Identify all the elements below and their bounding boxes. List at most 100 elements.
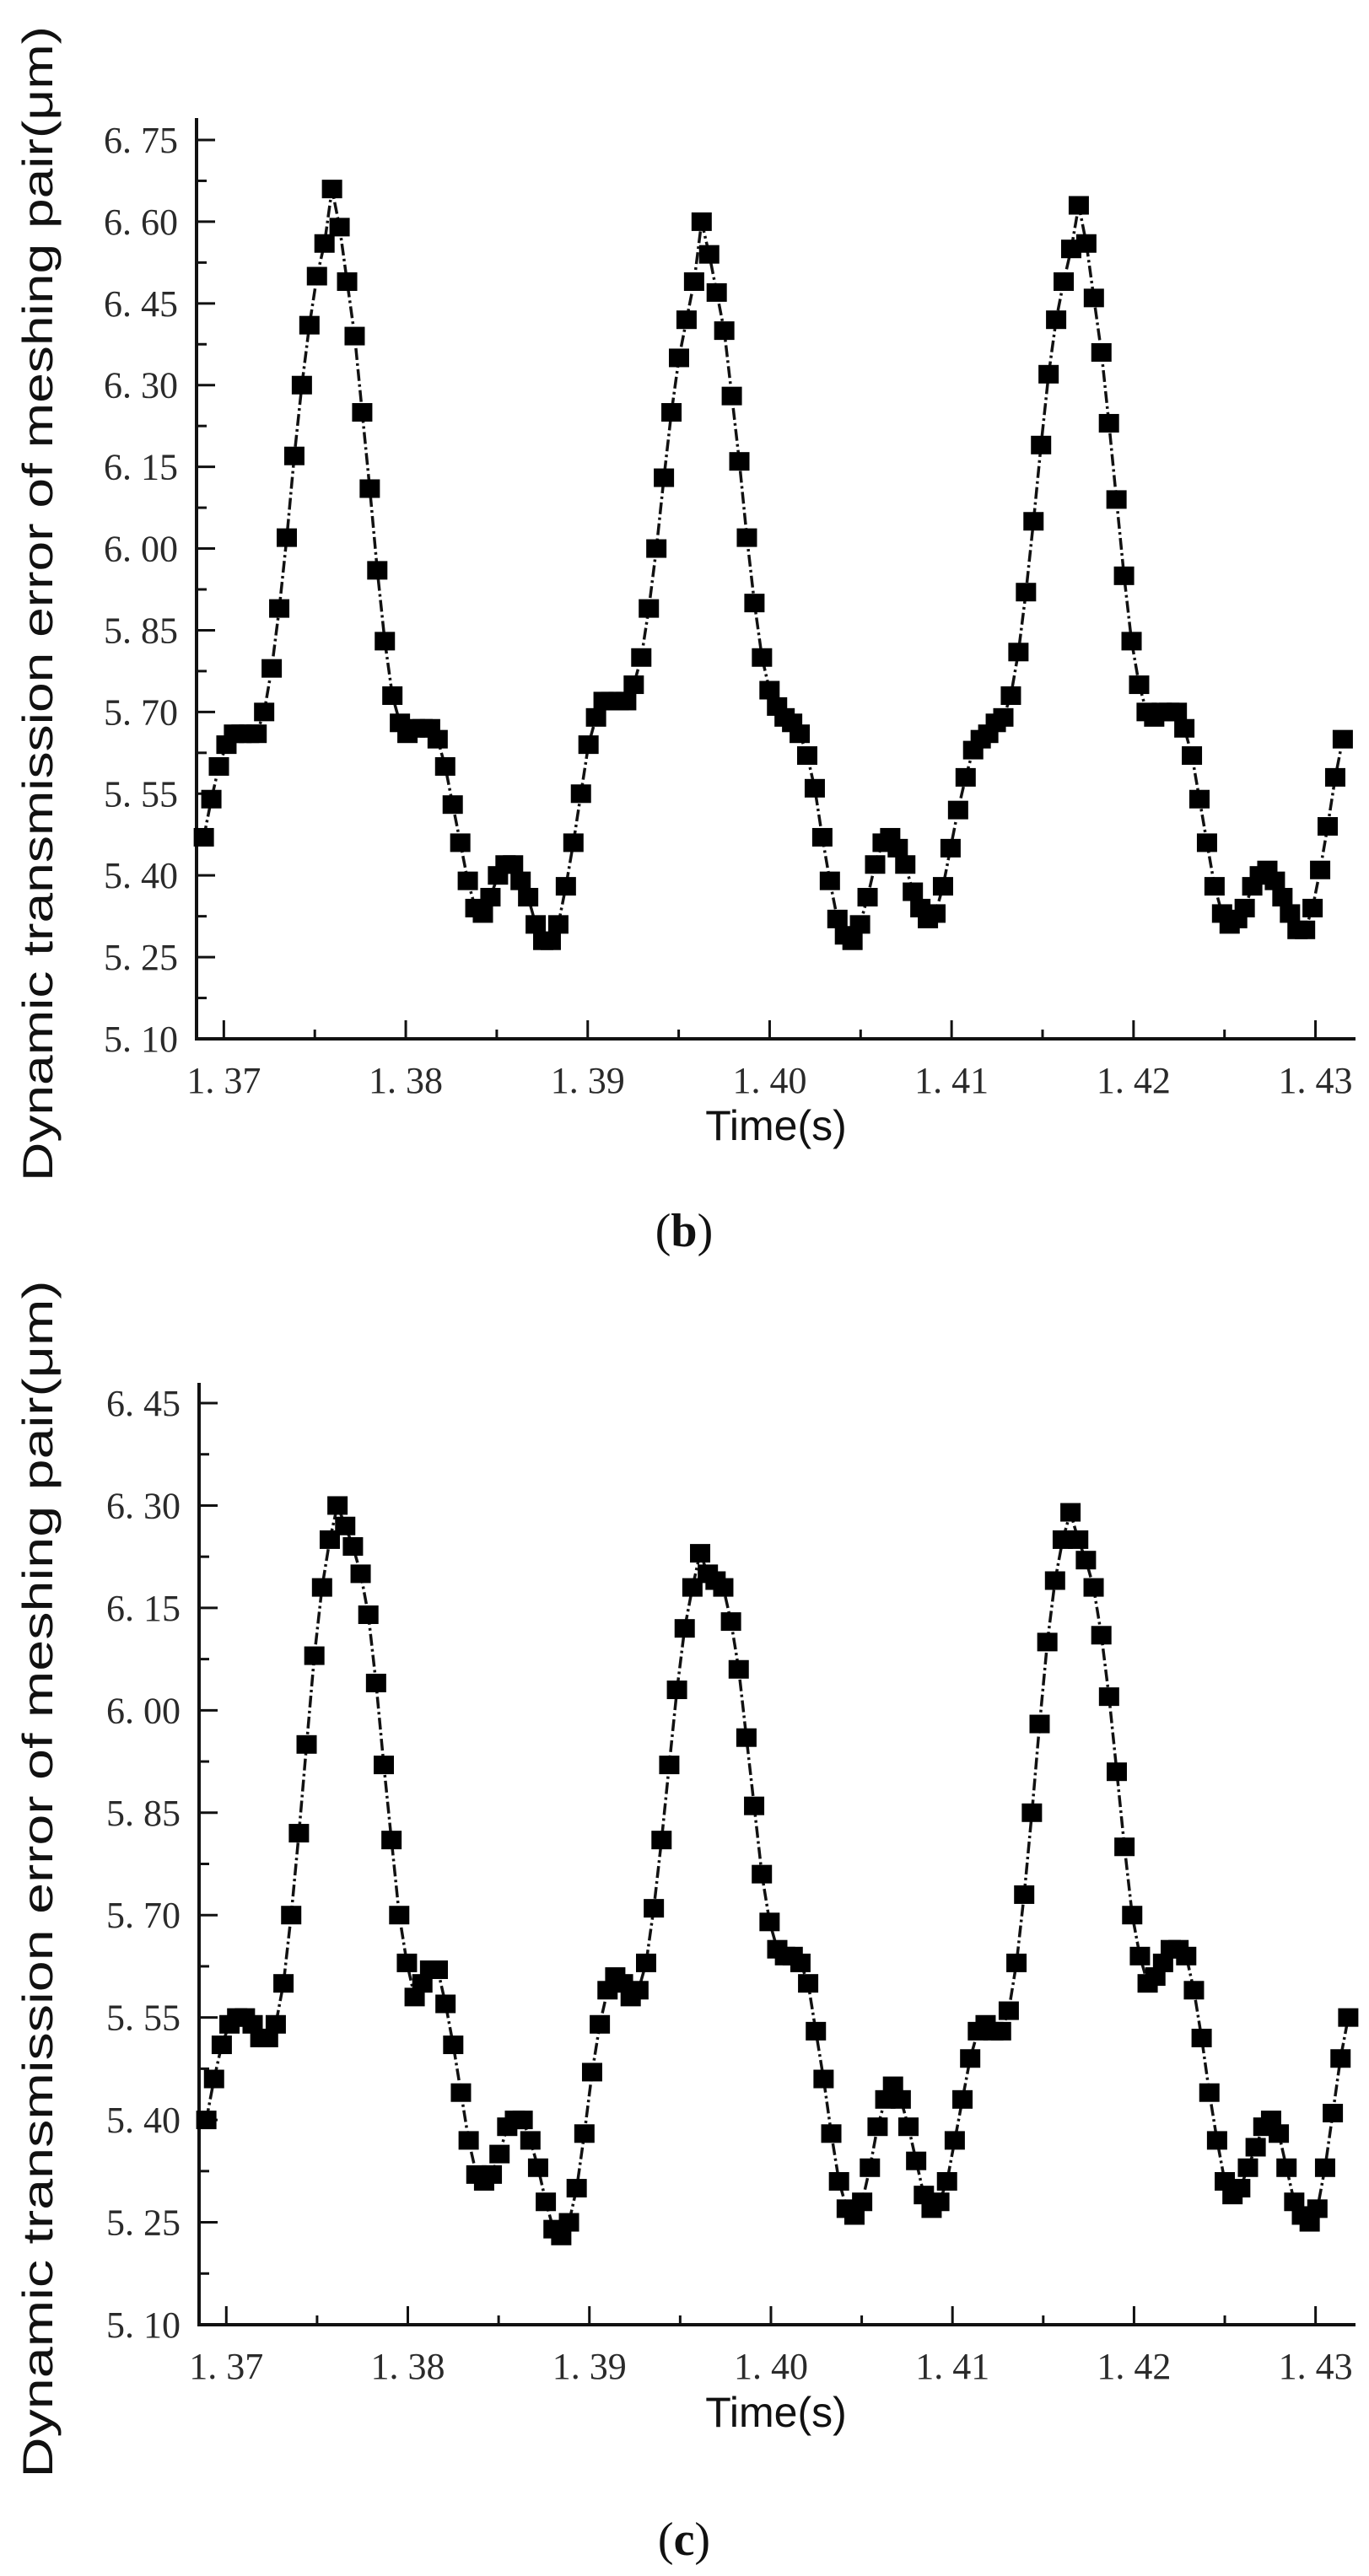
y-axis-title: Dynamic transmission error of meshing pa… <box>14 1281 62 2478</box>
data-point-marker <box>273 1974 294 1993</box>
data-point-marker <box>1245 2138 1266 2157</box>
data-point-marker <box>960 2049 981 2068</box>
data-point-marker <box>344 326 365 346</box>
data-point-marker <box>1083 1578 1104 1597</box>
data-point-marker <box>1068 1530 1089 1549</box>
data-point-marker <box>955 767 976 787</box>
data-point-marker <box>1276 2158 1297 2177</box>
chart-panel-c: 5. 10 5. 25 5. 40 5. 55 5. 70 5. 85 6. 00 6. 15… <box>14 1281 1359 2566</box>
data-point-marker <box>566 2179 587 2198</box>
x-tick-label: 1. 39 <box>552 2346 627 2387</box>
x-tick-label: 1. 39 <box>551 1060 625 1101</box>
data-point-marker <box>283 446 305 465</box>
data-point-marker <box>865 855 886 874</box>
data-point-marker <box>682 1578 703 1597</box>
y-tick-label: 5. 85 <box>106 1793 181 1834</box>
data-point-marker <box>1318 817 1339 836</box>
data-point-marker <box>321 180 342 199</box>
data-point-marker <box>288 1824 310 1843</box>
data-point-marker <box>895 855 916 874</box>
data-point-marker <box>1106 1762 1127 1782</box>
data-point-marker <box>203 2069 224 2089</box>
y-tick-label: 6. 00 <box>106 1690 181 1731</box>
data-point-marker <box>932 877 953 896</box>
data-point-marker <box>1023 512 1044 531</box>
data-point-marker <box>381 1831 402 1850</box>
data-point-marker <box>526 915 547 934</box>
data-point-marker <box>659 1756 680 1775</box>
data-point-marker <box>359 479 380 498</box>
data-point-marker <box>1183 1981 1205 2000</box>
data-point-marker <box>790 724 811 744</box>
y-axis-title: Dynamic transmission error of meshing pa… <box>14 26 62 1181</box>
x-tick-label: 1. 42 <box>1097 1060 1171 1101</box>
data-point-marker <box>482 2165 503 2184</box>
data-point-marker <box>925 904 946 923</box>
data-point-marker <box>367 561 388 580</box>
data-point-marker <box>208 756 229 776</box>
y-tick-label: 5. 40 <box>104 855 178 896</box>
data-point-marker <box>365 1673 386 1692</box>
data-point-marker <box>759 1912 780 1932</box>
data-point-marker <box>570 784 591 804</box>
data-point-marker <box>1295 920 1316 939</box>
data-point-marker <box>691 212 712 231</box>
data-point-marker <box>1280 904 1301 923</box>
data-point-marker <box>821 2124 842 2143</box>
data-point-marker <box>193 827 214 847</box>
data-point-marker <box>342 1537 364 1557</box>
data-point-marker <box>944 2131 965 2150</box>
data-point-marker <box>736 528 757 547</box>
y-tick-label: 6. 30 <box>106 1485 181 1526</box>
data-point-marker <box>644 1899 665 1918</box>
data-point-marker <box>849 915 870 934</box>
data-point-marker <box>860 2158 881 2177</box>
data-point-marker <box>676 310 697 330</box>
data-point-marker <box>458 2131 479 2150</box>
y-tick-label: 6. 15 <box>104 447 178 488</box>
data-point-marker <box>720 1612 741 1632</box>
data-point-marker <box>299 315 320 335</box>
data-point-marker <box>1021 1803 1043 1822</box>
data-point-marker <box>952 2089 973 2109</box>
data-point-marker <box>828 2171 849 2191</box>
data-point-marker <box>1014 1885 1035 1904</box>
data-point-marker <box>480 888 501 907</box>
data-point-marker <box>472 904 493 923</box>
data-point-marker <box>744 1796 765 1815</box>
y-tick-label: 6. 45 <box>106 1383 181 1424</box>
data-point-marker <box>1182 746 1203 766</box>
data-point-marker <box>706 282 727 302</box>
data-point-marker <box>827 909 848 928</box>
data-point-marker <box>887 838 908 858</box>
data-point-marker <box>1174 718 1195 738</box>
chart-panel-b: 5. 10 5. 25 5. 40 5. 55 5. 70 5. 85 6. 00 6. 15… <box>14 26 1356 1257</box>
data-point-marker <box>1037 1632 1058 1652</box>
data-point-marker <box>804 778 825 798</box>
data-point-marker <box>929 2192 950 2212</box>
data-point-marker <box>940 838 961 858</box>
data-point-marker <box>1167 702 1188 722</box>
data-point-marker <box>373 1756 394 1775</box>
data-point-marker <box>450 833 471 852</box>
data-point-marker <box>1234 898 1255 917</box>
data-point-marker <box>1038 364 1059 384</box>
data-point-marker <box>661 403 682 422</box>
data-point-marker <box>654 468 675 487</box>
data-point-marker <box>428 1960 449 1979</box>
data-point-marker <box>578 735 599 755</box>
data-point-marker <box>674 1619 695 1638</box>
x-tick-label: 1. 41 <box>915 2346 989 2387</box>
data-point-marker <box>1191 2028 1212 2047</box>
data-point-marker <box>329 218 350 237</box>
x-axis-title: Time(s) <box>705 2389 847 2436</box>
panel-label-b: (b) <box>655 1205 713 1257</box>
data-point-marker <box>819 871 840 890</box>
data-point-marker <box>813 2069 834 2089</box>
data-point-marker <box>728 1659 749 1679</box>
data-point-marker <box>683 272 704 291</box>
data-point-marker <box>304 1646 325 1665</box>
data-point-marker <box>1113 566 1135 585</box>
